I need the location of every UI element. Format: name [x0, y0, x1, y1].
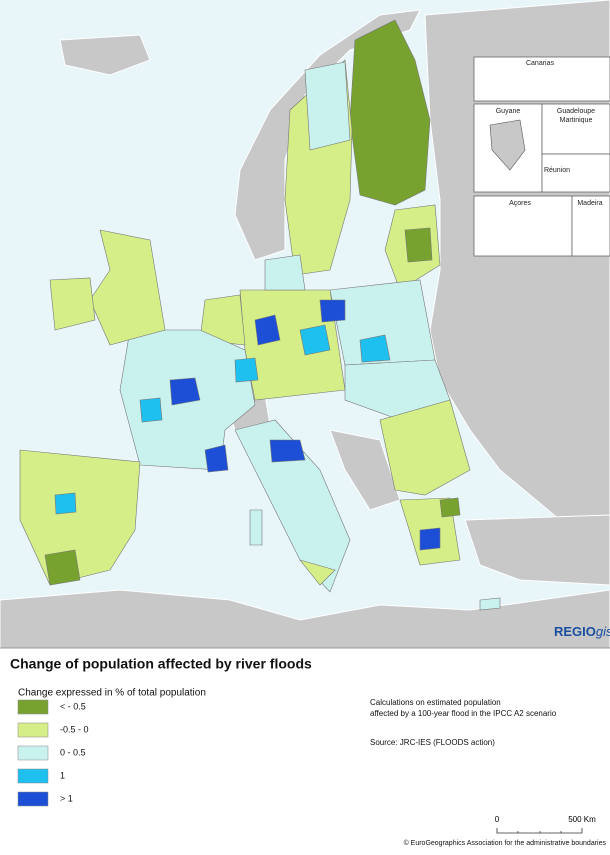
iberia: [19, 449, 141, 586]
legend: < - 0.5 -0.5 - 0 0 - 0.5 1 > 1: [17, 699, 89, 807]
inset-label: Réunion: [544, 167, 570, 174]
ireland: [49, 277, 96, 331]
region: [269, 439, 306, 463]
legend-swatch: [17, 745, 49, 761]
region: [419, 527, 441, 551]
inset-label: Martinique: [560, 117, 593, 124]
legend-swatch: [17, 791, 49, 807]
inset-box: [473, 195, 573, 257]
legend-swatch: [17, 722, 49, 738]
norway: [234, 9, 421, 261]
region: [139, 397, 163, 423]
benelux: [199, 294, 246, 346]
inset-box: [541, 153, 610, 193]
sardinia: [249, 509, 263, 546]
region: [359, 334, 391, 363]
romania-bulgaria: [379, 399, 471, 496]
region: [319, 299, 346, 323]
turkey: [464, 514, 610, 586]
scale-start: 0: [495, 815, 500, 824]
legend-label: -0.5 - 0: [60, 724, 89, 734]
legend-title: Change expressed in % of total populatio…: [18, 688, 206, 699]
iceland: [59, 34, 151, 76]
cyprus: [479, 597, 501, 611]
guyane-shape: [489, 119, 526, 171]
region: [439, 497, 461, 518]
andalusia: [44, 549, 81, 586]
finland: [349, 19, 431, 206]
source: Source: JRC-IES (FLOODS action): [370, 738, 495, 747]
sweden-north: [304, 61, 351, 151]
sicily: [299, 559, 336, 586]
western-balkans: [329, 429, 401, 511]
scale-end: 500 Km: [568, 815, 596, 824]
legend-swatch: [17, 768, 49, 784]
logo-suffix: gis: [596, 624, 610, 639]
inset-label: Guyane: [496, 108, 521, 115]
map: Canarias Guyane Guadeloupe Martinique Ré…: [0, 0, 610, 649]
great-britain: [89, 229, 166, 346]
region: [54, 492, 77, 515]
logo: REGIOgis: [554, 624, 610, 639]
inset-box: [541, 103, 610, 155]
legend-label: 1: [60, 770, 65, 780]
region: [169, 377, 201, 406]
logo-main: REGIO: [554, 624, 596, 639]
legend-swatch: [17, 699, 49, 715]
scale-line: [496, 828, 583, 834]
title: Change of population affected by river f…: [10, 656, 312, 672]
legend-label: < - 0.5: [60, 701, 86, 711]
inset-label: Açores: [509, 200, 531, 207]
region: [254, 314, 281, 346]
copyright: © EuroGeographics Association for the ad…: [404, 839, 607, 847]
region: [204, 444, 229, 473]
inset-box: [571, 195, 610, 257]
inset-label: Madeira: [577, 200, 602, 207]
inset-box: [473, 103, 543, 193]
inset-box: [473, 56, 610, 102]
legend-label: 0 - 0.5: [60, 747, 86, 757]
region: [299, 324, 331, 356]
denmark: [264, 254, 306, 291]
inset-label: Guadeloupe: [557, 108, 595, 115]
legend-label: > 1: [60, 793, 73, 803]
inset-label: Canarias: [526, 60, 555, 67]
scale-bar: 0 500 Km: [495, 815, 596, 834]
region: [234, 357, 259, 383]
note-line: affected by a 100-year flood in the IPCC…: [370, 709, 557, 718]
region: [404, 227, 433, 263]
italy: [234, 419, 351, 593]
note-line: Calculations on estimated population: [370, 698, 501, 707]
